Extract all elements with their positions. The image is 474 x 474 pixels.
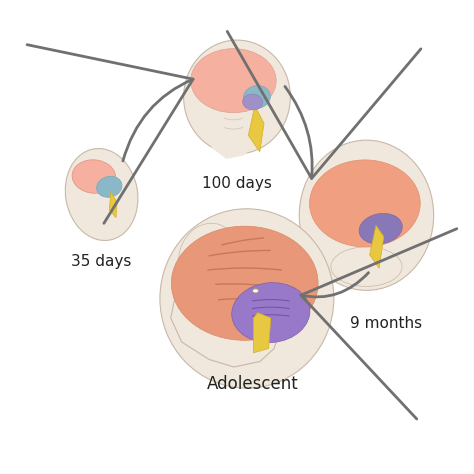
Polygon shape bbox=[201, 106, 265, 159]
Ellipse shape bbox=[97, 176, 122, 197]
Polygon shape bbox=[109, 192, 117, 218]
Text: 100 days: 100 days bbox=[202, 176, 272, 191]
Ellipse shape bbox=[310, 160, 420, 247]
Polygon shape bbox=[370, 226, 384, 268]
Polygon shape bbox=[254, 313, 271, 353]
Ellipse shape bbox=[160, 209, 334, 388]
Text: Adolescent: Adolescent bbox=[207, 374, 298, 392]
Ellipse shape bbox=[72, 160, 116, 193]
Ellipse shape bbox=[269, 322, 282, 336]
Ellipse shape bbox=[191, 49, 276, 113]
Ellipse shape bbox=[244, 86, 270, 109]
Text: 35 days: 35 days bbox=[72, 254, 132, 269]
Ellipse shape bbox=[299, 140, 434, 291]
Polygon shape bbox=[248, 106, 264, 152]
Ellipse shape bbox=[171, 226, 318, 340]
Text: 9 months: 9 months bbox=[350, 316, 422, 331]
Ellipse shape bbox=[183, 40, 291, 154]
Ellipse shape bbox=[318, 210, 332, 220]
Ellipse shape bbox=[243, 94, 263, 110]
Ellipse shape bbox=[232, 283, 310, 343]
Ellipse shape bbox=[177, 293, 191, 310]
Ellipse shape bbox=[359, 213, 402, 244]
Ellipse shape bbox=[252, 289, 259, 293]
Ellipse shape bbox=[331, 247, 402, 286]
Ellipse shape bbox=[179, 223, 239, 293]
Polygon shape bbox=[171, 271, 280, 367]
Ellipse shape bbox=[65, 148, 138, 240]
